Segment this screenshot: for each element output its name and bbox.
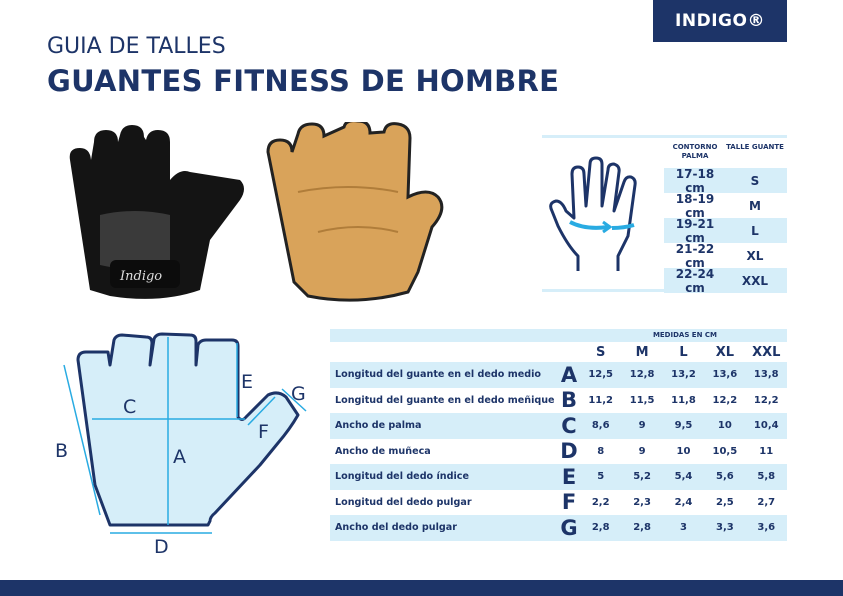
measure-value: 5,8 [757, 471, 776, 483]
measure-letter: G [560, 515, 578, 540]
size-row: 22-24 cm XXL [664, 266, 787, 295]
glove-brand-text: Indigo [119, 269, 162, 284]
measure-value: 12,2 [712, 394, 738, 406]
measure-value: 11,2 [588, 394, 614, 406]
measure-letter: D [560, 439, 578, 464]
measure-value: 5,6 [716, 471, 734, 483]
measure-label: Longitud del guante en el dedo medio [335, 369, 541, 381]
size-header: XXL [752, 344, 781, 360]
label-c: C [123, 396, 136, 418]
size-row: 21-22 cm XL [664, 241, 787, 270]
table-row: Longitud del guante en el dedo meñique B 1… [330, 388, 787, 414]
palm-range: 18-19 cm [675, 191, 715, 220]
measure-value: 2,8 [633, 522, 651, 534]
measure-value: 8 [597, 445, 605, 457]
size-header: L [679, 344, 688, 360]
measure-value: 3,3 [716, 522, 734, 534]
measure-label: Ancho del dedo pulgar [335, 522, 457, 534]
header-talle-guante: TALLE GUANTE [726, 143, 784, 151]
measure-value: 9,5 [674, 420, 693, 432]
hand-palm-icon [549, 156, 637, 271]
size-chart: CONTORNO PALMA TALLE GUANTE 17-18 cm S 18… [542, 135, 787, 295]
glove-palm-image [266, 122, 444, 302]
measure-letter: F [561, 490, 577, 515]
measure-letter: A [560, 362, 578, 387]
glove-size: L [751, 223, 759, 238]
measure-value: 2,7 [757, 496, 776, 508]
table-row: Longitud del dedo pulgar F 2,2 2,3 2,4 2,5 2,7 [330, 490, 787, 516]
measure-value: 2,2 [591, 496, 610, 508]
measure-label: Ancho de palma [335, 420, 422, 432]
measure-value: 10 [717, 420, 732, 432]
measure-value: 9 [638, 445, 646, 457]
page-title: GUANTES FITNESS DE HOMBRE [47, 64, 560, 98]
measure-value: 11,8 [671, 394, 696, 406]
measure-value: 2,4 [674, 496, 693, 508]
measure-value: 5,4 [674, 471, 693, 483]
measurements-header: S M L XL XXL [330, 342, 787, 362]
measure-label: Longitud del guante en el dedo meñique [335, 394, 555, 406]
measure-value: 2,3 [633, 496, 651, 508]
glove-size: XL [746, 248, 764, 263]
measure-value: 13,2 [671, 369, 696, 381]
table-row: Longitud del dedo índice E 5 5,2 5,4 5,6 5,8 [330, 464, 787, 490]
measure-value: 2,8 [591, 522, 610, 534]
measure-label: Longitud del dedo índice [335, 471, 469, 483]
label-f: F [258, 421, 269, 443]
measure-value: 3 [679, 522, 687, 534]
palm-range: 17-18 cm [675, 166, 715, 195]
measure-value: 8,6 [591, 420, 610, 432]
size-header: M [635, 344, 649, 360]
measure-value: 5 [597, 471, 605, 483]
glove-size: XXL [741, 273, 769, 288]
measure-value: 12,8 [629, 369, 655, 381]
measure-letter: C [561, 413, 577, 438]
table-row: Ancho de palma C 8,6 9 9,5 10 10,4 [330, 413, 787, 439]
measure-value: 2,5 [716, 496, 734, 508]
size-header: XL [715, 344, 735, 360]
size-row: 18-19 cm M [664, 191, 787, 220]
measure-value: 11 [759, 445, 774, 457]
glove-back-image: Indigo [69, 125, 244, 299]
measure-value: 5,2 [633, 471, 651, 483]
label-g: G [291, 383, 306, 405]
brand-logo: INDIGO® [653, 0, 787, 42]
measure-letter: E [561, 464, 577, 489]
palm-range: 21-22 cm [675, 241, 715, 270]
palm-range: 22-24 cm [675, 266, 715, 295]
measure-value: 10 [676, 445, 691, 457]
measure-value: 11,5 [629, 394, 655, 406]
measure-value: 12,2 [753, 394, 779, 406]
glove-size: M [749, 198, 761, 213]
measure-value: 9 [638, 420, 646, 432]
measure-label: Ancho de muñeca [335, 445, 431, 457]
measure-value: 12,5 [588, 369, 614, 381]
table-row: Longitud del guante en el dedo medio A 12,… [330, 362, 787, 388]
label-e: E [241, 371, 253, 393]
header-contorno-palma: CONTORNO PALMA [672, 143, 718, 160]
palm-range: 19-21 cm [675, 216, 715, 245]
measurements-caption: MEDIDAS EN CM [330, 329, 787, 342]
page-subtitle: GUIA DE TALLES [47, 34, 226, 59]
measure-value: 13,6 [712, 369, 738, 381]
label-a: A [173, 446, 186, 468]
label-d: D [154, 536, 169, 558]
glove-size: S [750, 173, 760, 188]
table-row: Ancho de muñeca D 8 9 10 10,5 11 [330, 439, 787, 465]
label-b: B [55, 440, 68, 462]
table-row: Ancho del dedo pulgar G 2,8 2,8 3 3,3 3,6 [330, 515, 787, 541]
measure-value: 3,6 [757, 522, 776, 534]
measure-value: 10,5 [712, 445, 738, 457]
measure-label: Longitud del dedo pulgar [335, 496, 472, 508]
measurements-table: MEDIDAS EN CM S M L XL XXL Longitud del … [330, 329, 787, 541]
measure-letter: B [560, 388, 577, 413]
footer-bar [0, 580, 843, 596]
measure-value: 10,4 [753, 420, 779, 432]
size-row: 19-21 cm L [664, 216, 787, 245]
glove-measurement-diagram: A B C D E F G [55, 332, 307, 558]
size-row: 17-18 cm S [664, 166, 787, 195]
size-header: S [596, 344, 606, 360]
measure-value: 13,8 [753, 369, 779, 381]
